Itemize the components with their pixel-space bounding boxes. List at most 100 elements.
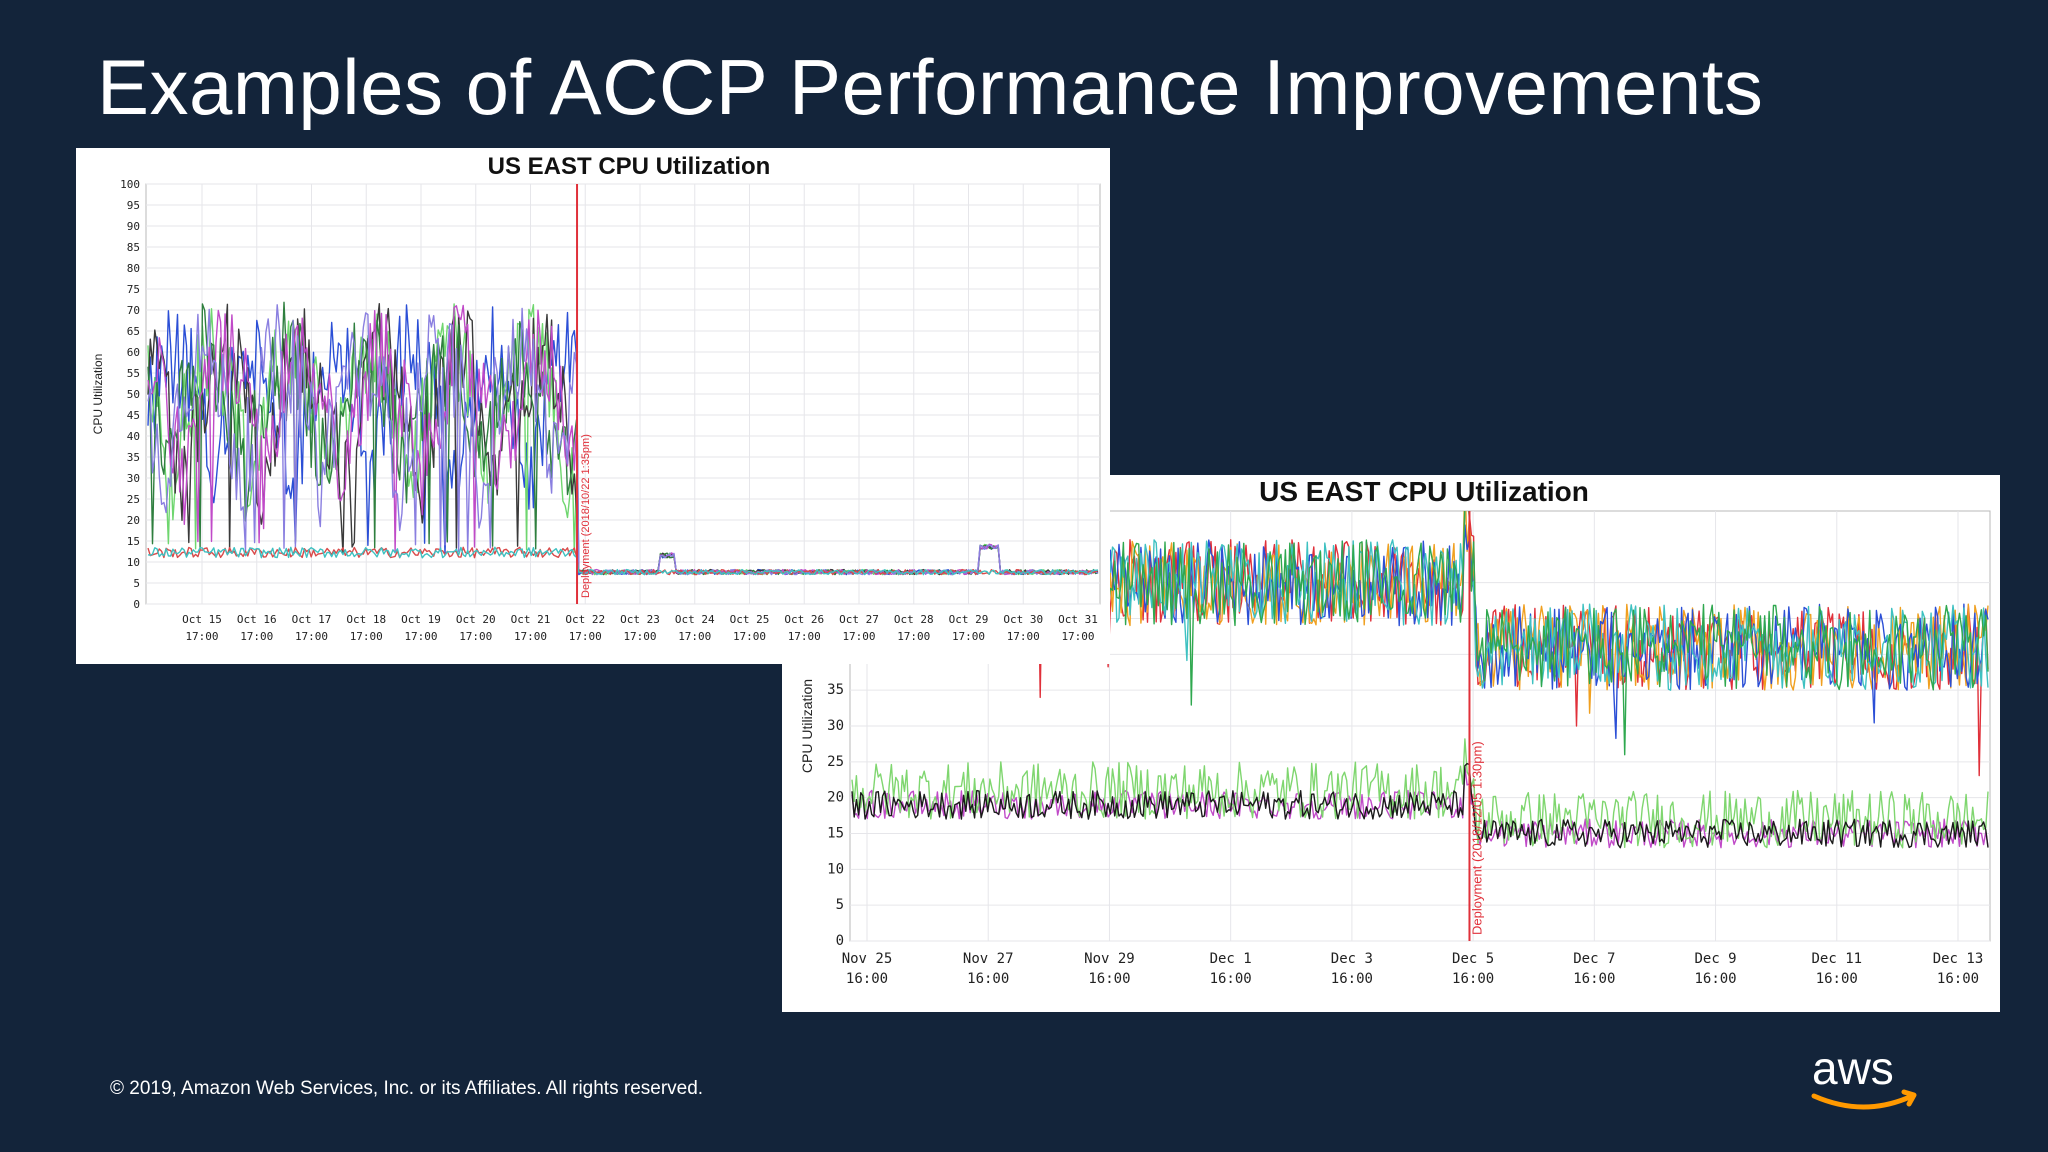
y-tick-label: 10	[127, 556, 140, 569]
x-tick-label-time: 16:00	[1573, 971, 1615, 987]
x-tick-label: Oct 17	[292, 613, 332, 626]
y-tick-label: 85	[127, 241, 140, 254]
y-tick-label: 70	[127, 304, 140, 317]
y-tick-label: 95	[127, 199, 140, 212]
x-tick-label-time: 17:00	[952, 630, 985, 643]
y-tick-label: 25	[127, 493, 140, 506]
y-tick-label: 80	[127, 262, 140, 275]
x-tick-label-time: 17:00	[514, 630, 547, 643]
x-tick-label: Oct 31	[1058, 613, 1098, 626]
x-tick-label-time: 16:00	[1452, 971, 1494, 987]
x-tick-label-time: 17:00	[569, 630, 602, 643]
y-tick-label: 40	[127, 430, 140, 443]
x-tick-label-time: 17:00	[240, 630, 273, 643]
x-tick-label: Oct 22	[565, 613, 605, 626]
x-tick-label-time: 17:00	[733, 630, 766, 643]
y-tick-label: 75	[127, 283, 140, 296]
y-tick-label: 35	[827, 682, 844, 698]
x-tick-label: Nov 27	[963, 951, 1014, 967]
x-tick-label: Oct 26	[784, 613, 824, 626]
x-tick-label-time: 17:00	[788, 630, 821, 643]
x-tick-label-time: 17:00	[350, 630, 383, 643]
series-line	[851, 762, 1989, 849]
x-tick-label-time: 16:00	[1210, 971, 1252, 987]
x-tick-label: Oct 30	[1003, 613, 1043, 626]
series-line	[147, 546, 1099, 576]
y-axis-label: CPU Utilization	[91, 354, 105, 435]
y-tick-label: 0	[133, 598, 140, 611]
x-tick-label: Nov 25	[842, 951, 893, 967]
x-tick-label: Oct 28	[894, 613, 934, 626]
x-tick-label: Oct 20	[456, 613, 496, 626]
x-tick-label: Oct 18	[346, 613, 386, 626]
chart-title: US EAST CPU Utilization	[488, 153, 771, 180]
y-tick-label: 15	[127, 535, 140, 548]
aws-logo: aws	[1808, 1040, 1928, 1120]
x-tick-label-time: 17:00	[185, 630, 218, 643]
x-tick-label: Oct 23	[620, 613, 660, 626]
y-tick-label: 100	[120, 178, 140, 191]
x-tick-label-time: 17:00	[1007, 630, 1040, 643]
x-tick-label-time: 17:00	[897, 630, 930, 643]
x-tick-label-time: 16:00	[1937, 971, 1979, 987]
x-tick-label-time: 17:00	[1061, 630, 1094, 643]
x-tick-label: Oct 27	[839, 613, 879, 626]
x-tick-label-time: 16:00	[1088, 971, 1130, 987]
x-tick-label: Oct 15	[182, 613, 222, 626]
y-tick-label: 15	[827, 826, 844, 842]
series-group	[147, 301, 1099, 576]
x-tick-label: Nov 29	[1084, 951, 1135, 967]
y-tick-label: 5	[133, 577, 140, 590]
y-tick-label: 45	[127, 409, 140, 422]
deployment-annotation: Deployment (2018/12/05 1:30pm)	[1469, 741, 1484, 935]
y-tick-label: 65	[127, 325, 140, 338]
x-tick-label: Dec 5	[1452, 951, 1494, 967]
x-tick-label-time: 16:00	[1331, 971, 1373, 987]
y-tick-label: 25	[827, 754, 844, 770]
chart-title: US EAST CPU Utilization	[1259, 476, 1589, 507]
x-tick-label: Oct 25	[730, 613, 770, 626]
x-tick-label-time: 16:00	[1816, 971, 1858, 987]
y-tick-label: 35	[127, 451, 140, 464]
x-tick-label: Dec 9	[1694, 951, 1736, 967]
x-tick-label-time: 17:00	[295, 630, 328, 643]
x-tick-label: Dec 3	[1331, 951, 1373, 967]
x-tick-label-time: 16:00	[846, 971, 888, 987]
x-tick-label: Dec 7	[1573, 951, 1615, 967]
x-tick-label-time: 16:00	[967, 971, 1009, 987]
x-tick-label: Dec 13	[1933, 951, 1984, 967]
y-tick-label: 90	[127, 220, 140, 233]
x-tick-label-time: 16:00	[1694, 971, 1736, 987]
x-tick-label-time: 17:00	[459, 630, 492, 643]
x-tick-label-time: 17:00	[842, 630, 875, 643]
x-tick-label: Oct 21	[511, 613, 551, 626]
x-tick-label: Dec 11	[1811, 951, 1862, 967]
aws-logo-text: aws	[1812, 1042, 1894, 1094]
cpu-chart-october: US EAST CPU Utilization 0 5 10 15 20 25 30 35 40 4…	[91, 153, 1101, 643]
x-tick-label-time: 17:00	[623, 630, 656, 643]
x-tick-label: Dec 1	[1210, 951, 1252, 967]
y-tick-label: 20	[827, 790, 844, 806]
copyright-footer: © 2019, Amazon Web Services, Inc. or its…	[110, 1078, 704, 1099]
aws-logo-icon: aws	[1811, 1042, 1917, 1110]
y-tick-label: 20	[127, 514, 140, 527]
y-tick-label: 50	[127, 388, 140, 401]
y-tick-label: 55	[127, 367, 140, 380]
y-tick-label: 60	[127, 346, 140, 359]
x-tick-label: Oct 29	[949, 613, 989, 626]
x-tick-label-time: 17:00	[404, 630, 437, 643]
deployment-annotation: Deployment (2018/10/22 1:35pm)	[580, 434, 592, 598]
y-tick-label: 10	[827, 861, 844, 877]
y-tick-label: 5	[836, 897, 844, 913]
y-axis-label: CPU Utilization	[799, 679, 815, 773]
x-tick-label: Oct 16	[237, 613, 277, 626]
x-tick-label-time: 17:00	[678, 630, 711, 643]
x-tick-label: Oct 24	[675, 613, 715, 626]
y-tick-label: 30	[827, 718, 844, 734]
slide-title: Examples of ACCP Performance Improvement…	[97, 43, 1764, 131]
series-line	[851, 738, 1989, 849]
y-tick-label: 30	[127, 472, 140, 485]
y-tick-label: 0	[836, 933, 844, 949]
chart-panel-october: US EAST CPU Utilization 0 5 10 15 20 25 30 35 40 4…	[76, 148, 1110, 664]
x-tick-label: Oct 19	[401, 613, 441, 626]
